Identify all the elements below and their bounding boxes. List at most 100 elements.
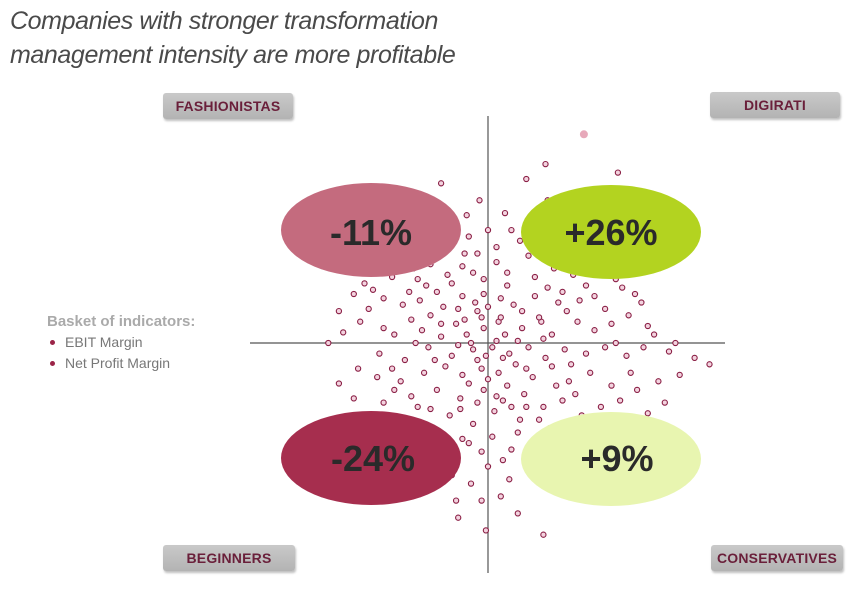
data-point <box>484 303 492 310</box>
data-point <box>529 373 536 381</box>
data-point <box>465 380 472 387</box>
data-point <box>706 361 713 368</box>
data-point <box>691 354 698 362</box>
indicator-legend: Basket of indicators: EBIT Margin Net Pr… <box>47 311 247 374</box>
data-point <box>514 429 521 436</box>
data-point <box>525 344 532 351</box>
data-point <box>676 371 683 379</box>
data-point <box>437 180 445 187</box>
data-point <box>548 331 556 338</box>
data-point <box>482 527 490 534</box>
data-point <box>655 378 662 385</box>
data-point <box>504 382 511 389</box>
data-point <box>672 339 679 347</box>
data-point <box>480 275 487 283</box>
data-point <box>506 476 513 483</box>
data-point <box>512 361 519 368</box>
data-point <box>455 514 462 521</box>
data-point <box>478 448 485 455</box>
data-point <box>480 324 487 332</box>
data-point <box>640 344 647 351</box>
data-point <box>608 320 615 327</box>
data-point <box>350 395 357 402</box>
data-point <box>474 250 481 257</box>
data-point <box>433 386 441 394</box>
data-point <box>582 282 590 289</box>
data-point <box>416 297 423 304</box>
data-point <box>495 369 502 376</box>
data-point <box>461 250 468 257</box>
data-point <box>661 399 668 406</box>
data-point <box>516 416 524 423</box>
legend-title: Basket of indicators: <box>47 313 196 330</box>
data-point <box>442 363 449 370</box>
data-point <box>474 307 481 315</box>
data-point <box>523 403 530 411</box>
data-point <box>499 397 507 404</box>
data-point <box>650 331 658 338</box>
data-point <box>601 344 609 351</box>
data-point <box>623 352 630 359</box>
data-point <box>553 382 560 389</box>
data-point <box>452 497 460 504</box>
data-point <box>420 369 428 376</box>
conservatives-ellipse: +9% <box>521 412 701 506</box>
data-point <box>525 252 532 259</box>
data-point <box>540 531 547 538</box>
data-point <box>540 335 547 342</box>
data-point <box>457 405 464 413</box>
data-point <box>414 403 421 411</box>
data-point <box>459 371 466 379</box>
chart-title-line-1: Companies with stronger transformation <box>10 7 439 35</box>
data-point <box>388 365 396 372</box>
data-point <box>457 395 464 402</box>
data-point <box>437 333 445 340</box>
data-point <box>574 318 581 325</box>
data-point <box>591 292 598 300</box>
data-point <box>555 299 562 306</box>
data-point <box>444 271 451 278</box>
data-point <box>380 399 387 406</box>
data-point <box>559 288 566 296</box>
data-point <box>514 510 521 517</box>
data-point <box>514 337 521 345</box>
data-point <box>504 282 511 289</box>
data-point <box>467 339 475 347</box>
data-point <box>369 286 377 293</box>
data-point <box>354 365 362 372</box>
data-point <box>531 292 539 300</box>
data-point <box>489 344 496 351</box>
data-point <box>472 299 479 306</box>
data-point <box>427 312 434 319</box>
data-point <box>535 314 543 321</box>
fashionistas-ellipse: -11% <box>281 183 461 277</box>
data-point <box>361 280 368 287</box>
data-point <box>616 397 624 404</box>
data-point <box>625 312 632 319</box>
data-point <box>567 361 575 368</box>
data-point <box>638 299 645 306</box>
data-point <box>608 382 615 389</box>
data-point <box>391 386 398 394</box>
data-point <box>401 356 409 364</box>
data-point <box>633 386 641 394</box>
digirati-ellipse: +26% <box>521 185 701 279</box>
data-point <box>627 369 634 376</box>
data-point <box>510 301 517 308</box>
data-point <box>397 378 404 385</box>
data-point <box>408 316 415 323</box>
data-point <box>469 269 477 276</box>
data-point <box>572 390 579 398</box>
data-point <box>508 446 515 453</box>
data-point <box>459 292 466 300</box>
quadrant-label-fashionistas: FASHIONISTAS <box>163 93 293 119</box>
quadrant-label-beginners: BEGINNERS <box>163 545 295 571</box>
quadrant-label-conservatives: CONSERVATIVES <box>711 545 843 571</box>
data-point <box>531 273 539 281</box>
legend-item-net-profit: Net Profit Margin <box>47 353 247 374</box>
data-point <box>455 305 462 313</box>
data-point <box>612 339 619 347</box>
data-point <box>518 324 526 332</box>
data-point <box>561 346 568 353</box>
